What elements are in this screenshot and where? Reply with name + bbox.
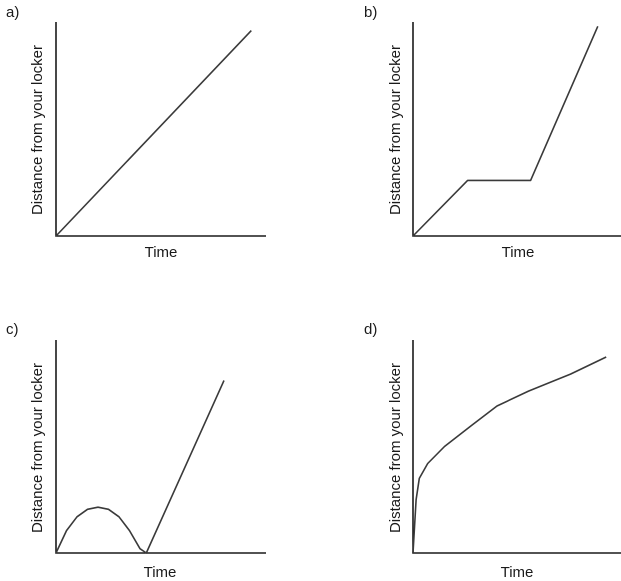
panel-b: b) Distance from your locker Time <box>364 4 621 261</box>
panel-b-series-line <box>412 25 599 237</box>
panel-c-series-line <box>55 380 225 554</box>
panel-a-x-axis-label: Time <box>145 244 178 261</box>
panel-c-letter: c) <box>6 321 19 338</box>
panel-d-letter: d) <box>364 321 377 338</box>
panel-b-x-axis-label: Time <box>502 244 535 261</box>
panel-a-y-axis-label: Distance from your locker <box>29 45 46 215</box>
panel-b-y-axis-label: Distance from your locker <box>387 45 404 215</box>
panel-d-series-line <box>412 356 607 554</box>
panel-a: a) Distance from your locker Time <box>6 4 266 261</box>
panel-d: d) Distance from your locker Time <box>364 321 621 581</box>
panel-a-letter: a) <box>6 4 19 21</box>
panel-b-letter: b) <box>364 4 377 21</box>
panel-c-x-axis-label: Time <box>144 564 177 581</box>
panel-d-x-axis-label: Time <box>501 564 534 581</box>
panel-a-series-line <box>55 30 252 237</box>
panel-c: c) Distance from your locker Time <box>6 321 266 581</box>
panel-d-y-axis-label: Distance from your locker <box>387 363 404 533</box>
panel-c-y-axis-label: Distance from your locker <box>29 363 46 533</box>
